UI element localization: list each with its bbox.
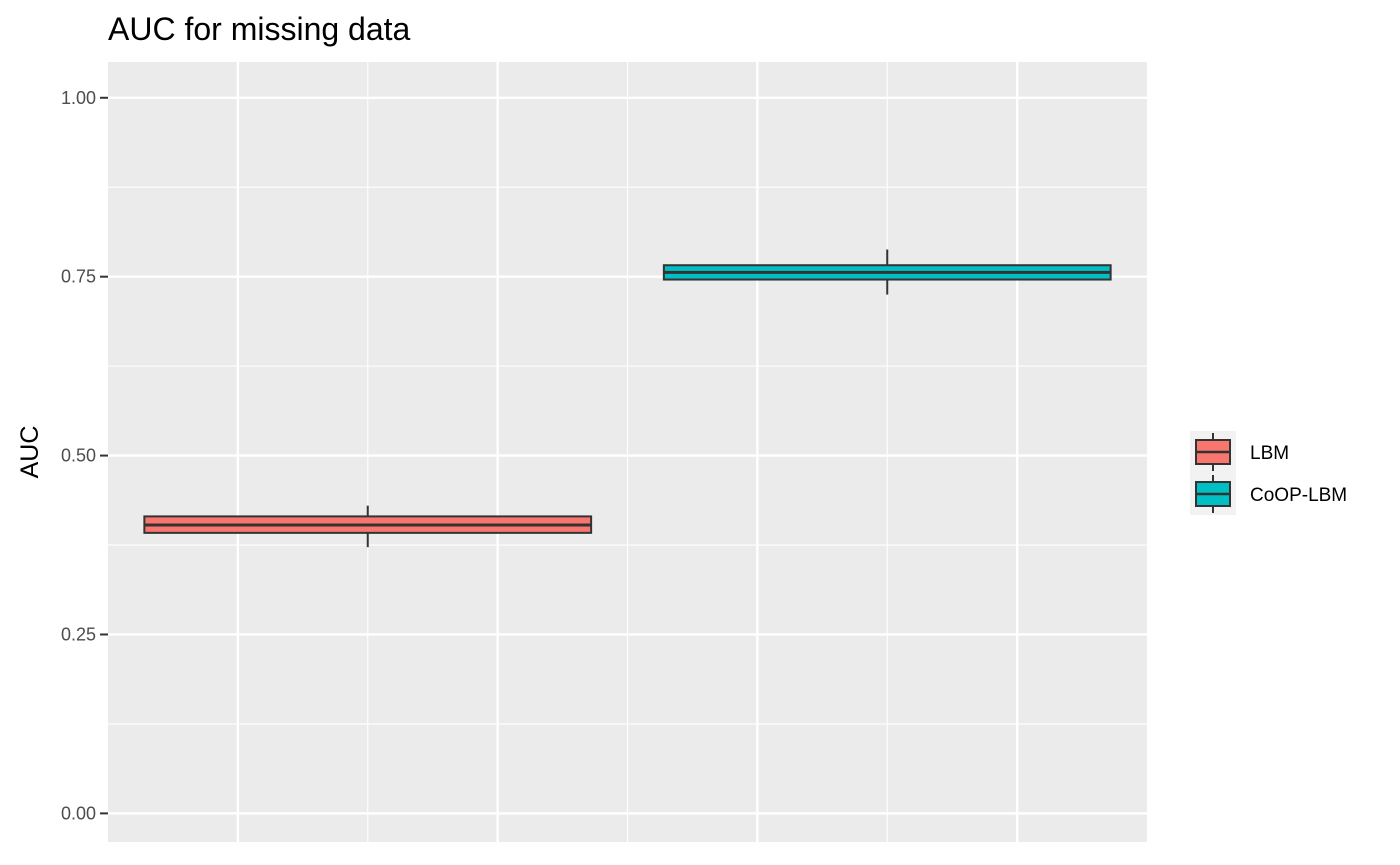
y-tick-label: 0.50 [61, 446, 96, 466]
y-tick-label: 0.00 [61, 803, 96, 823]
y-tick-label: 0.25 [61, 624, 96, 644]
box-lbm [143, 505, 593, 548]
y-axis-label: AUC [16, 426, 44, 479]
legend-label: CoOP-LBM [1250, 485, 1347, 506]
boxes [143, 249, 1112, 548]
legend-item-lbm: LBM [1190, 431, 1289, 473]
grid-lines [108, 62, 1147, 842]
y-tick-label: 1.00 [61, 88, 96, 108]
legend-label: LBM [1250, 443, 1289, 464]
chart-title: AUC for missing data [108, 11, 411, 47]
y-axis: 0.00 0.25 0.50 0.75 1.00 [61, 88, 108, 823]
y-tick-label: 0.75 [61, 267, 96, 287]
box-coop-lbm [662, 249, 1112, 295]
legend-item-coop-lbm: CoOP-LBM [1190, 473, 1347, 515]
legend: LBM CoOP-LBM [1190, 431, 1347, 515]
